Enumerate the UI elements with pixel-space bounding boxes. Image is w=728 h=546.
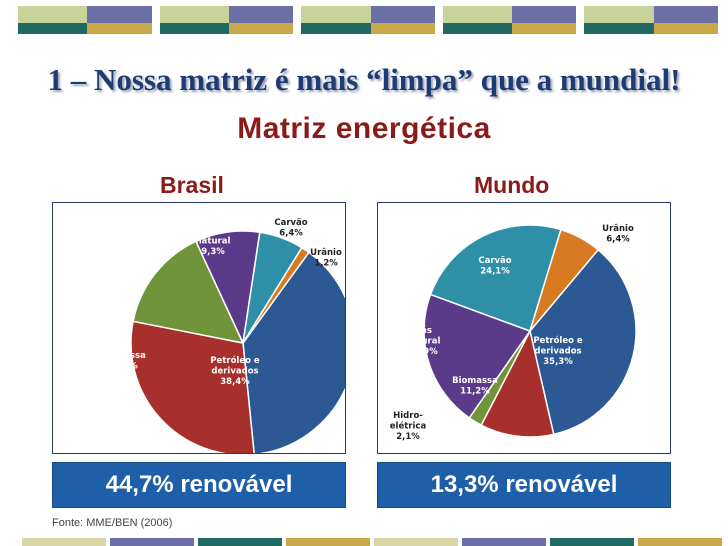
band-segment [286, 538, 370, 546]
slice-label-ur-nio: Urânio 6,4% [602, 224, 634, 245]
slice-label-carv-o: Carvão 6,4% [274, 218, 307, 239]
mundo-renewable-box: 13,3% renovável [377, 462, 671, 508]
pie-slice-carv-o [429, 224, 562, 332]
source-note: Fonte: MME/BEN (2006) [52, 517, 173, 529]
top-decoration-band [18, 6, 718, 34]
brasil-pie-panel: Petróleo e derivados 38,4% Biomassa 29,7% Hid… [52, 202, 346, 454]
pie-slice-biomassa [480, 328, 555, 438]
pie-slice-ur-nio [242, 246, 310, 344]
brasil-pie-chart: Petróleo e derivados 38,4% Biomassa 29,7% Hid… [100, 218, 345, 453]
pie-slice-hidroel-trica [132, 240, 245, 345]
slice-label-carv-o: Carvão 24,1% [478, 256, 511, 277]
band-segment [18, 6, 152, 34]
brasil-title: Brasil [160, 172, 224, 198]
band-segment [301, 6, 435, 34]
slice-label-petr-leo-e-derivados: Petróleo e derivados 38,4% [210, 355, 260, 387]
mundo-pie-chart: Petróleo e derivados 35,3% Biomassa 11,2% Hid… [390, 224, 637, 442]
pie-slice-petr-leo-e-derivados [529, 248, 637, 436]
band-segment [110, 538, 194, 546]
band-segment [584, 6, 718, 34]
band-segment [462, 538, 546, 546]
slice-label-petr-leo-e-derivados: Petróleo e derivados 35,3% [533, 335, 583, 367]
band-segment [638, 538, 722, 546]
brasil-renewable-box: 44,7% renovável [52, 462, 346, 508]
slice-label-biomassa: Biomassa 29,7% [100, 351, 146, 372]
slice-label-hidroel-trica: Hidro-elétrica 2,1% [390, 411, 427, 442]
pie-slice-ur-nio [529, 228, 600, 332]
mundo-title: Mundo [474, 172, 550, 198]
pie-slice-g-s-natural [423, 293, 532, 419]
slide-title: 1 – Nossa matriz é mais “limpa” que a mu… [47, 62, 681, 97]
slice-label-g-s-natural: Gás natural 20,9% [406, 326, 441, 357]
slice-label-ur-nio: Urânio 1,2% [310, 248, 342, 269]
chart-title: Matriz energética [237, 112, 491, 145]
band-segment [22, 538, 106, 546]
slice-label-hidroel-trica: Hidro-elétrica 15,0% [117, 256, 154, 287]
band-segment [374, 538, 458, 546]
mundo-pie-panel: Petróleo e derivados 35,3% Biomassa 11,2% Hid… [377, 202, 671, 454]
slice-label-biomassa: Biomassa 11,2% [452, 376, 498, 397]
slice-label-g-s-natural: Gás natural 9,3% [196, 226, 231, 257]
pie-slice-biomassa [130, 320, 255, 453]
band-segment [550, 538, 634, 546]
band-segment [198, 538, 282, 546]
band-segment [159, 6, 294, 34]
band-segment [442, 6, 577, 34]
pie-slice-petr-leo-e-derivados [242, 251, 345, 453]
bottom-decoration-band [22, 538, 722, 546]
